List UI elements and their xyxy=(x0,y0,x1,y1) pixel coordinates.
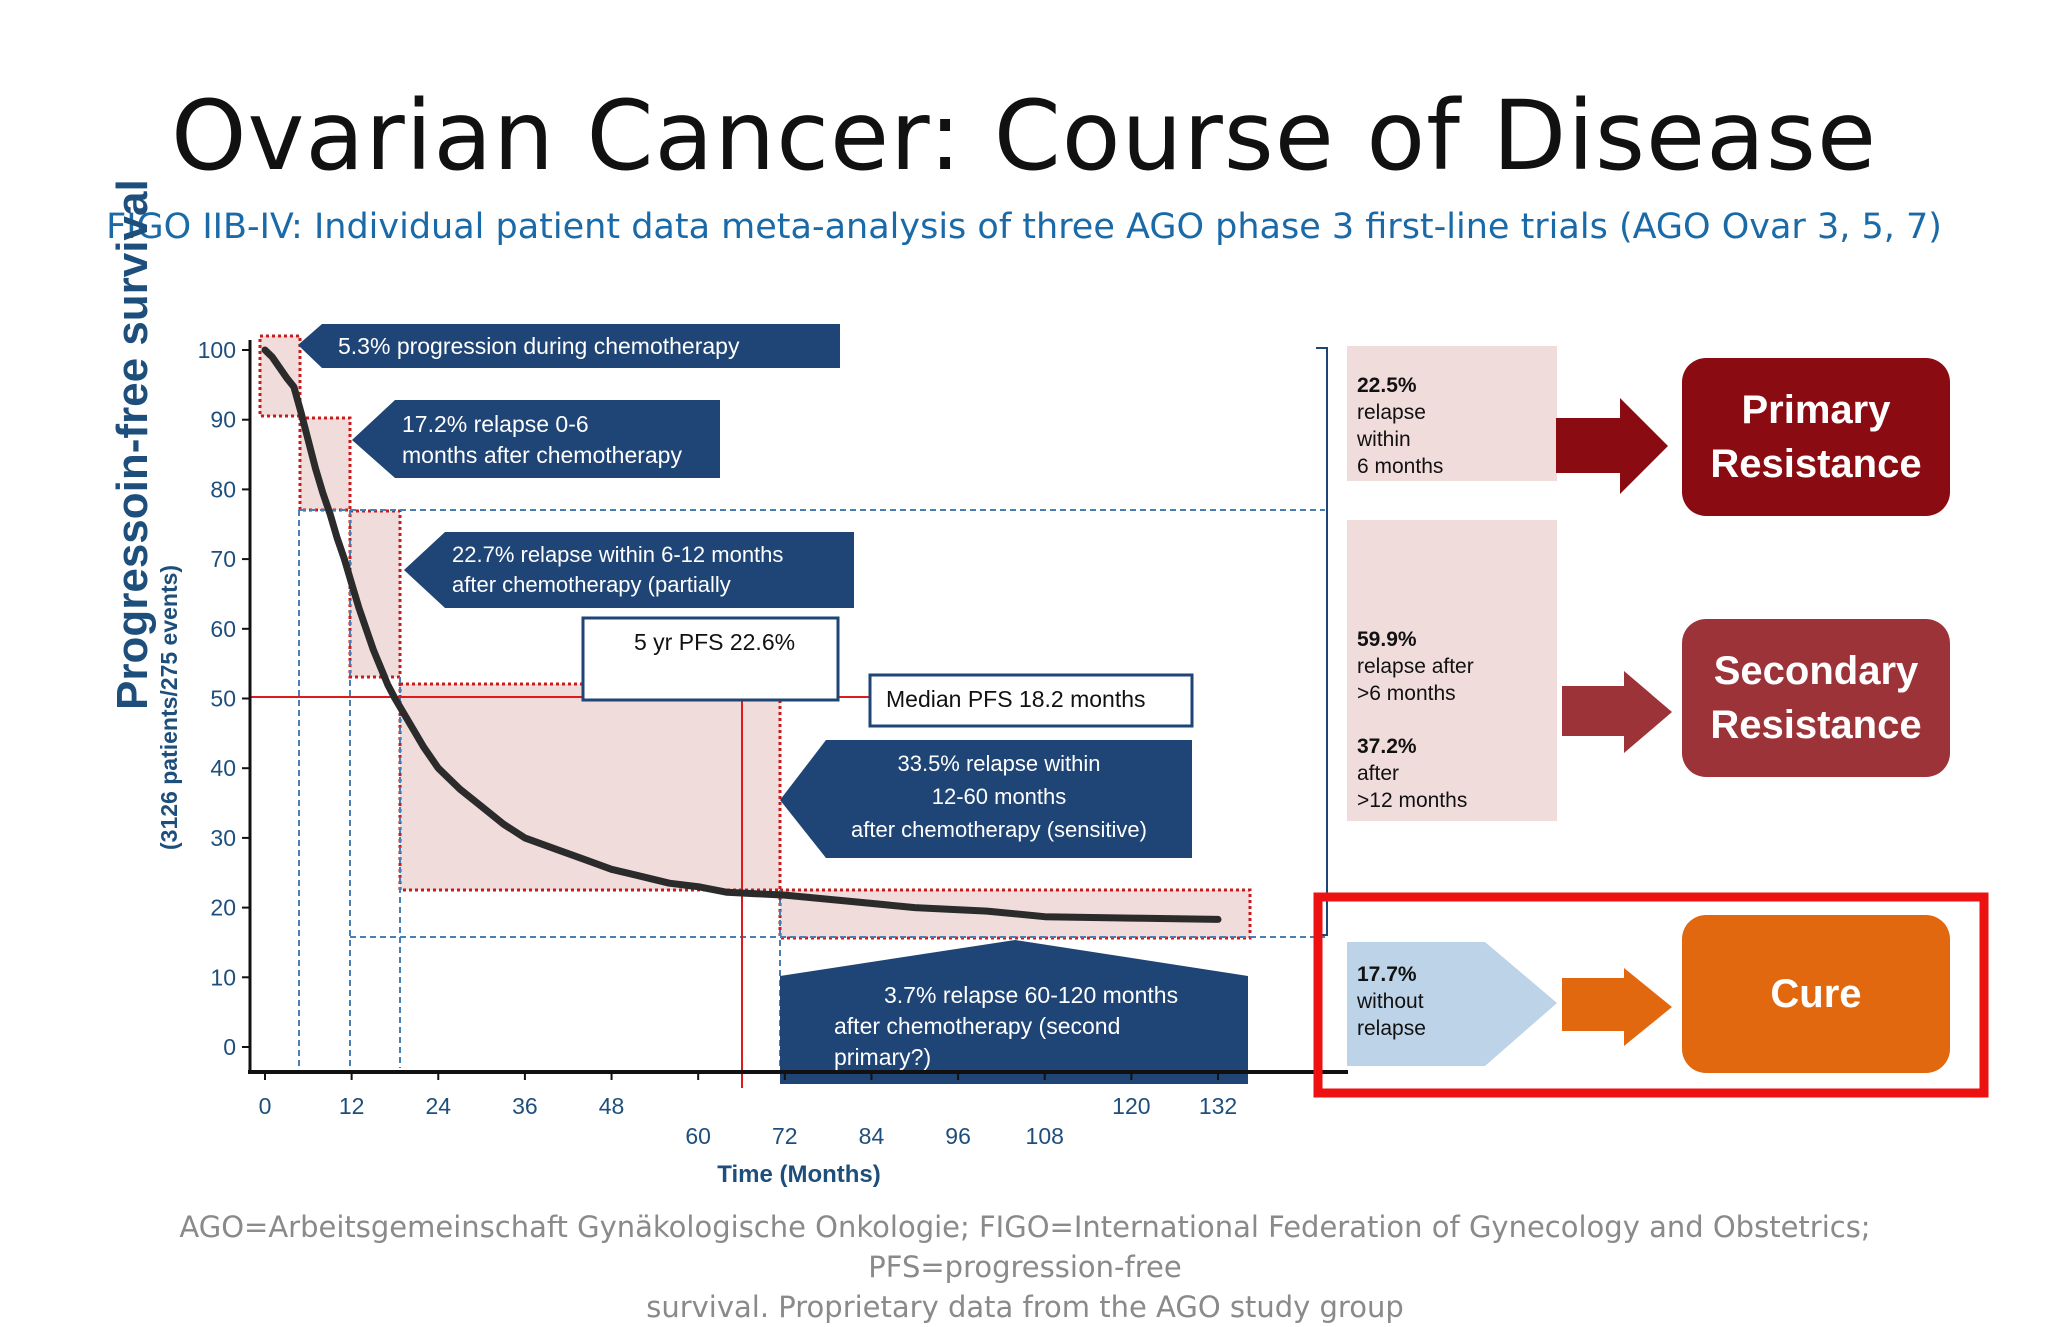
secondary-stats: 59.9% relapse after >6 months 37.2% afte… xyxy=(1357,626,1474,814)
cure-pct: 17.7% xyxy=(1357,963,1417,986)
primary-l2: within xyxy=(1357,428,1411,451)
five-year-box-text: 5 yr PFS 22.6% xyxy=(634,629,795,655)
arrow-primary xyxy=(1556,398,1668,494)
x-tick-label: 108 xyxy=(1026,1123,1064,1149)
cure-highlight-frame xyxy=(1313,892,1989,1098)
secondary-pill-l2: Resistance xyxy=(1710,703,1922,747)
callout-relapse-12-60 xyxy=(780,740,1192,858)
y-tick-label: 40 xyxy=(210,755,236,781)
x-tick-label: 120 xyxy=(1112,1093,1150,1119)
primary-pct: 22.5% xyxy=(1357,374,1417,397)
footer-line-1: AGO=Arbeitsgemeinschaft Gynäkologische O… xyxy=(179,1210,1871,1284)
secondary-pct2: 37.2% xyxy=(1357,735,1417,758)
cure-l2: relapse xyxy=(1357,1017,1426,1040)
callout-relapse-60-120-line1: 3.7% relapse 60-120 months xyxy=(884,982,1178,1008)
median-box xyxy=(868,673,1194,728)
five-year-box xyxy=(581,616,840,702)
secondary-pct: 59.9% xyxy=(1357,628,1417,651)
primary-resistance-pill: Primary Resistance xyxy=(1682,358,1950,516)
callout-relapse-6-12 xyxy=(404,532,854,608)
x-tick-label: 24 xyxy=(425,1093,451,1119)
panel-primary-bg xyxy=(1347,346,1557,481)
callout-relapse-6-12-line2: after chemotherapy (partially xyxy=(452,572,731,597)
arrow-secondary xyxy=(1562,671,1672,753)
secondary-resistance-pill: Secondary Resistance xyxy=(1682,619,1950,777)
primary-l3: 6 months xyxy=(1357,455,1444,478)
cure-pill-label: Cure xyxy=(1770,972,1862,1016)
cure-stats: 17.7% without relapse xyxy=(1357,961,1426,1042)
bracket xyxy=(1316,347,1328,936)
x-tick-label: 132 xyxy=(1199,1093,1237,1119)
secondary-l2: >6 months xyxy=(1357,682,1456,705)
x-tick-label: 72 xyxy=(772,1123,798,1149)
x-tick-label: 48 xyxy=(599,1093,625,1119)
primary-pill-l1: Primary xyxy=(1741,388,1891,432)
y-ticks: 0 10 20 30 40 50 60 70 80 90 100 xyxy=(198,337,250,1060)
x-tick-label: 0 xyxy=(259,1093,272,1119)
y-tick-label: 0 xyxy=(223,1034,236,1060)
slide-subtitle: FIGO IIB-IV: Individual patient data met… xyxy=(106,207,1942,247)
panel-cure-bg xyxy=(1347,942,1557,1066)
y-tick-label: 70 xyxy=(210,546,236,572)
secondary-l3: after xyxy=(1357,762,1400,785)
secondary-l1: relapse after xyxy=(1357,655,1474,678)
y-tick-label: 80 xyxy=(210,476,236,502)
region-relapse-12-60 xyxy=(398,682,782,892)
callout-relapse-0-6 xyxy=(352,400,720,478)
cure-l1: without xyxy=(1357,990,1424,1013)
callout-relapse-0-6-line1: 17.2% relapse 0-6 xyxy=(402,411,589,437)
secondary-pill-l1: Secondary xyxy=(1713,649,1919,693)
median-box-text: Median PFS 18.2 months xyxy=(886,686,1146,712)
panel-secondary-bg xyxy=(1347,520,1557,821)
callout-progression xyxy=(298,324,840,368)
pfs-chart: 5.3% progression during chemotherapy 17.… xyxy=(198,324,1989,1188)
callout-relapse-60-120 xyxy=(780,940,1248,1084)
x-tick-label: 60 xyxy=(685,1123,711,1149)
x-tick-label: 96 xyxy=(945,1123,971,1149)
primary-pill-l2: Resistance xyxy=(1710,442,1922,486)
callout-relapse-12-60-line1: 33.5% relapse within xyxy=(897,751,1100,776)
slide-title: Ovarian Cancer: Course of Disease xyxy=(170,80,1877,192)
y-tick-label: 90 xyxy=(210,407,236,433)
y-tick-label: 30 xyxy=(210,825,236,851)
callout-relapse-0-6-line2: months after chemotherapy xyxy=(402,442,682,468)
x-tick-label: 84 xyxy=(859,1123,885,1149)
callout-relapse-12-60-line3: after chemotherapy (sensitive) xyxy=(851,817,1147,842)
primary-l1: relapse xyxy=(1357,401,1426,424)
callout-relapse-60-120-line2: after chemotherapy (second xyxy=(834,1013,1120,1039)
x-ticks: 0 12 24 36 48 60 72 84 96 108 120 132 xyxy=(259,1072,1237,1149)
cure-pill: Cure xyxy=(1682,915,1950,1073)
y-tick-label: 60 xyxy=(210,616,236,642)
x-tick-label: 36 xyxy=(512,1093,538,1119)
pfs-curve xyxy=(261,346,1222,923)
x-axis-label: Time (Months) xyxy=(717,1161,881,1188)
callout-relapse-6-12-line1: 22.7% relapse within 6-12 months xyxy=(452,542,783,567)
arrow-cure xyxy=(1562,968,1672,1046)
callout-relapse-60-120-line3: primary?) xyxy=(834,1044,931,1070)
secondary-l4: >12 months xyxy=(1357,789,1468,812)
y-tick-label: 10 xyxy=(210,964,236,990)
y-tick-label: 20 xyxy=(210,895,236,921)
callout-relapse-12-60-line2: 12-60 months xyxy=(932,784,1067,809)
footer-note: AGO=Arbeitsgemeinschaft Gynäkologische O… xyxy=(50,1207,2000,1327)
primary-stats: 22.5% relapse within 6 months xyxy=(1357,372,1443,480)
x-tick-label: 12 xyxy=(339,1093,365,1119)
callout-progression-text: 5.3% progression during chemotherapy xyxy=(338,333,740,359)
y-tick-label: 50 xyxy=(210,686,236,712)
y-tick-label: 100 xyxy=(198,337,236,363)
footer-line-2: survival. Proprietary data from the AGO … xyxy=(646,1290,1404,1324)
